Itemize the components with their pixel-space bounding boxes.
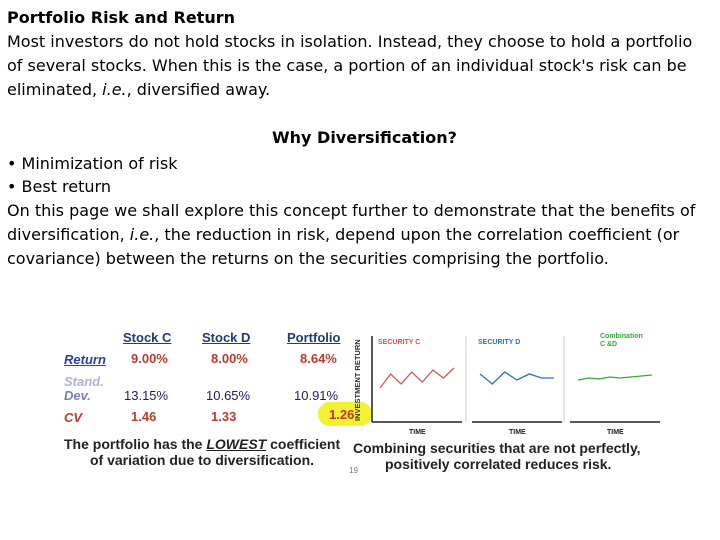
header-stock-c: Stock C: [123, 330, 172, 345]
cell-cv-d: 1.33: [211, 409, 237, 424]
cell-return-d: 8.00%: [211, 351, 248, 366]
panel-title-1: SECURITY C: [378, 339, 420, 346]
row-label-stddev-2: Dev.: [64, 388, 91, 403]
panel-title-3: C &D: [600, 341, 617, 348]
intro-line-1: Most investors do not hold stocks in iso…: [7, 32, 693, 51]
x-label-2: TIME: [509, 429, 526, 436]
footnote: 19: [349, 466, 358, 475]
row-label-stddev-1: Stand.: [64, 374, 104, 389]
cell-sd-c: 13.15%: [124, 388, 169, 403]
header-portfolio: Portfolio: [287, 330, 341, 345]
body-line-3: covariance) between the returns on the s…: [7, 249, 609, 268]
cell-cv-c: 1.46: [131, 409, 157, 424]
cell-sd-d: 10.65%: [206, 388, 251, 403]
intro-line-2: of several stocks. When this is the case…: [7, 56, 687, 75]
body-line-2: diversification, i.e., the reduction in …: [7, 225, 680, 244]
cell-return-p: 8.64%: [300, 351, 337, 366]
y-axis-label: INVESTMENT RETURN: [353, 339, 362, 421]
series-line-2: [479, 371, 554, 385]
header-stock-d: Stock D: [202, 330, 251, 345]
table-caption-2: of variation due to diversification.: [90, 452, 315, 468]
cell-return-c: 9.00%: [131, 351, 168, 366]
bullet-return: • Best return: [7, 177, 111, 196]
intro-line-3: eliminated, i.e., diversified away.: [7, 80, 271, 99]
panel-title-2: SECURITY D: [478, 339, 520, 346]
body-line-1: On this page we shall explore this conce…: [7, 201, 696, 220]
series-line-3: [577, 374, 653, 381]
panel-title-3: Combination: [600, 333, 643, 340]
cv-highlight: [318, 402, 372, 426]
return-charts: INVESTMENT RETURN SECURITY C TIME SECURITY…: [353, 333, 660, 436]
chart-caption-1: Combining securities that are not perfec…: [353, 440, 641, 456]
cell-cv-p: 1.26: [329, 407, 355, 422]
series-line-1: [379, 367, 455, 389]
x-label-1: TIME: [409, 429, 426, 436]
page-title: Portfolio Risk and Return: [7, 8, 235, 27]
chart-caption-2: positively correlated reduces risk.: [385, 456, 612, 472]
bullet-risk: • Minimization of risk: [7, 154, 178, 173]
x-label-3: TIME: [607, 429, 624, 436]
subtitle: Why Diversification?: [272, 128, 457, 147]
table-caption-1: The portfolio has the LOWEST coefficient: [64, 436, 341, 452]
row-label-return: Return: [64, 352, 106, 367]
row-label-cv: CV: [64, 410, 83, 425]
cell-sd-p: 10.91%: [294, 388, 339, 403]
